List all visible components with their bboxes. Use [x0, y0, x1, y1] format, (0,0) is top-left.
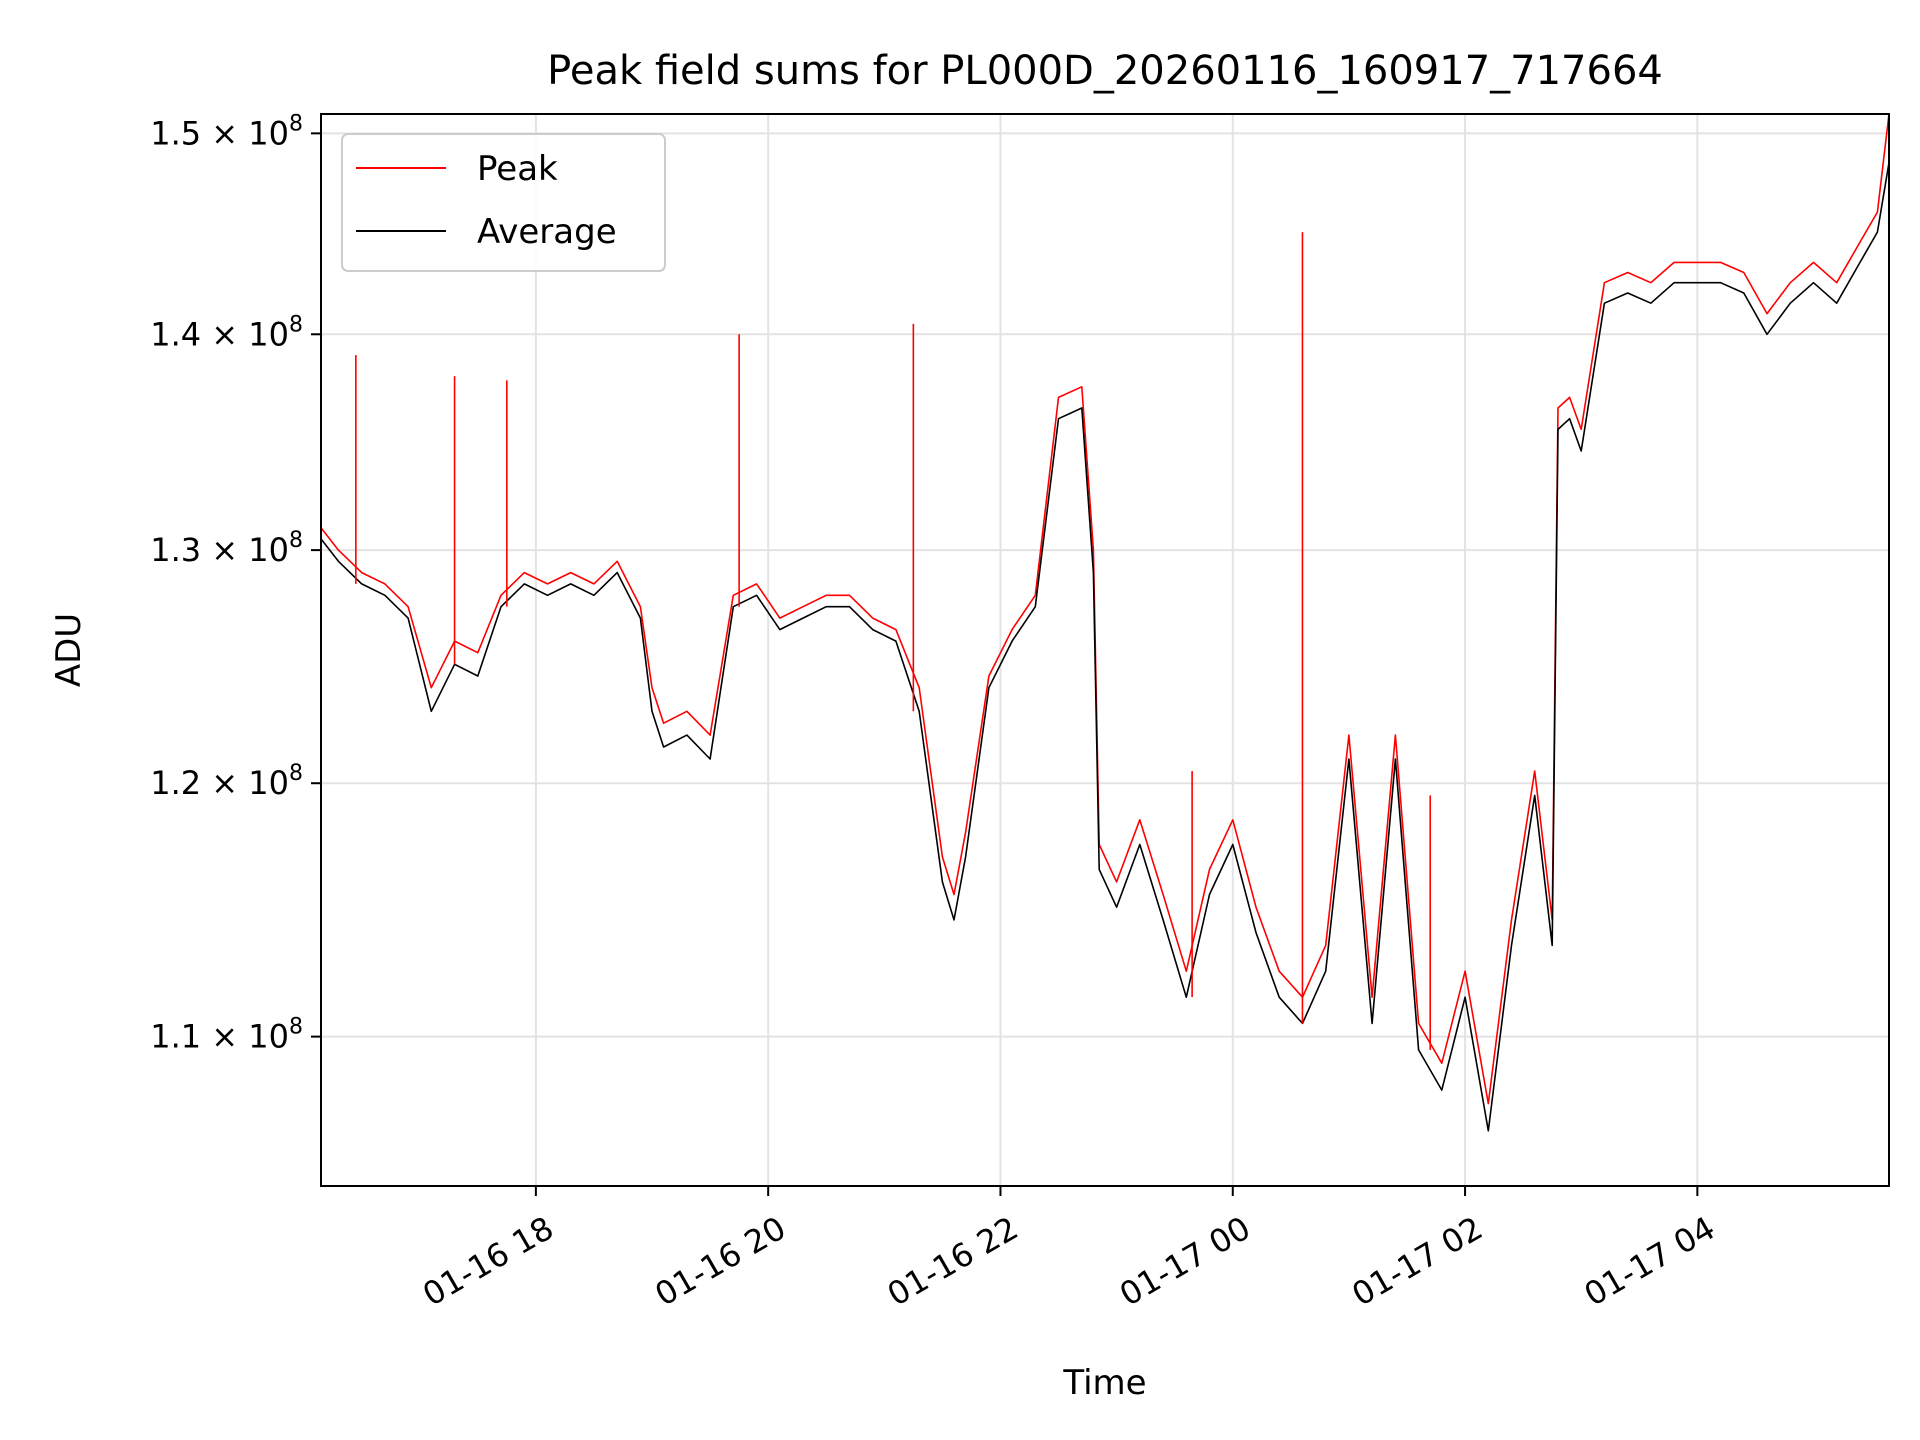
y-tick-label: 1.3 × 108 [150, 528, 303, 569]
y-tick-label: 1.4 × 108 [150, 312, 303, 353]
y-axis-label: ADU [49, 613, 89, 687]
y-tick-label: 1.2 × 108 [150, 761, 303, 802]
y-tick-label: 1.5 × 108 [150, 111, 303, 152]
legend: Peak Average [341, 133, 666, 272]
series-line-average [320, 162, 1890, 1132]
series-layer [320, 113, 1890, 1132]
legend-label-average: Average [477, 212, 617, 252]
plot-frame [320, 113, 1890, 1187]
legend-label-peak: Peak [477, 149, 558, 189]
chart-title: Peak field sums for PL000D_20260116_1609… [547, 48, 1663, 94]
y-axis: 1.1 × 108 1.2 × 108 1.3 × 108 1.4 × 108 1.5 … [150, 111, 321, 1056]
y-tick-label: 1.1 × 108 [150, 1015, 303, 1056]
x-axis-label: Time [1062, 1363, 1146, 1403]
